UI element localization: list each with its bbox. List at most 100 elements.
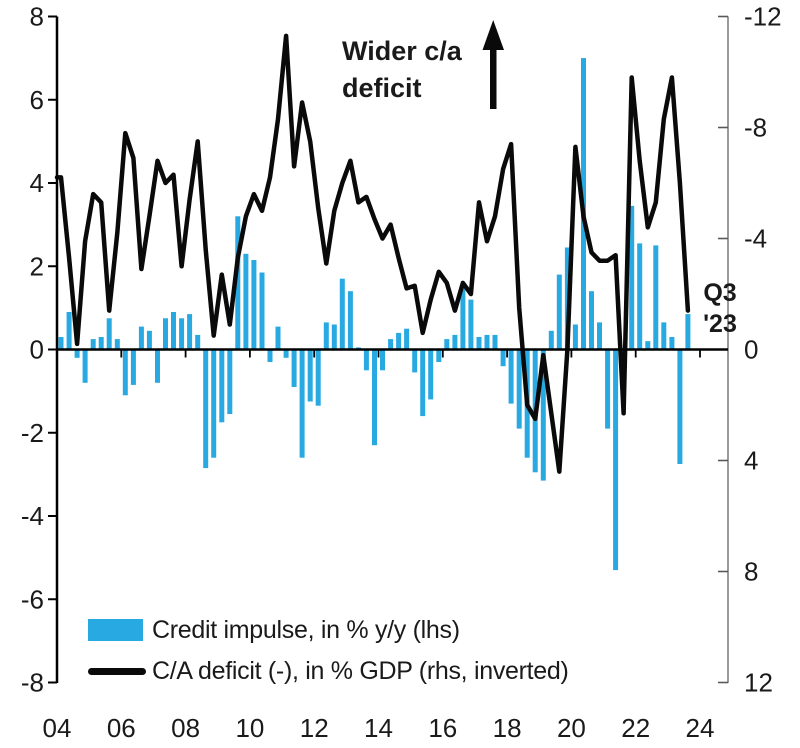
svg-text:-6: -6: [21, 584, 44, 614]
bar: [195, 334, 201, 350]
svg-text:0: 0: [30, 335, 44, 365]
bar: [572, 324, 578, 350]
svg-text:2: 2: [30, 251, 44, 281]
bar: [380, 349, 385, 371]
bar: [82, 349, 88, 383]
bar: [155, 349, 160, 383]
bar: [661, 322, 667, 350]
bar: [323, 322, 329, 350]
svg-text:04: 04: [43, 713, 72, 743]
svg-text:4: 4: [30, 168, 44, 198]
bar: [484, 334, 490, 350]
bar: [211, 349, 217, 458]
bar: [251, 260, 257, 350]
legend-item-ca-deficit: C/A deficit (-), in % GDP (rhs, inverted…: [88, 655, 569, 687]
svg-text:12: 12: [744, 668, 773, 698]
svg-text:6: 6: [30, 85, 44, 115]
legend-label-credit-impulse: Credit impulse, in % y/y (lhs): [152, 615, 460, 644]
bar: [597, 322, 602, 350]
bar: [388, 339, 394, 350]
up-arrow-icon: [482, 20, 504, 109]
bar: [243, 253, 249, 350]
bar: [291, 349, 297, 387]
bar: [412, 349, 418, 373]
last-point-label: Q3 '23: [694, 278, 746, 340]
bar: [315, 349, 321, 406]
bar: [363, 349, 369, 371]
svg-text:8: 8: [744, 557, 758, 587]
bar: [396, 332, 402, 350]
svg-text:14: 14: [364, 713, 393, 743]
svg-text:-2: -2: [21, 418, 44, 448]
bar: [339, 278, 345, 350]
legend: Credit impulse, in % y/y (lhs) C/A defic…: [88, 614, 569, 696]
bar: [331, 324, 337, 350]
bar: [500, 349, 506, 367]
bar: [146, 330, 152, 350]
bar: [58, 337, 64, 350]
bar: [548, 330, 554, 350]
bar: [307, 349, 313, 402]
bar: [275, 326, 281, 350]
bar: [476, 337, 482, 350]
svg-text:12: 12: [300, 713, 329, 743]
annotation-line-1: Wider c/a: [342, 36, 462, 66]
svg-text:20: 20: [557, 713, 586, 743]
bar: [404, 328, 410, 350]
bar: [235, 216, 241, 350]
bar: [556, 274, 562, 350]
bar: [138, 326, 144, 350]
credit-impulse-bars: [58, 58, 691, 571]
bar: [444, 339, 450, 350]
bar: [516, 349, 522, 429]
line-series: [54, 33, 691, 474]
bar: [645, 341, 651, 350]
svg-text:24: 24: [686, 713, 715, 743]
bar: [171, 312, 176, 350]
bar: [98, 337, 104, 350]
bar: [629, 205, 635, 350]
svg-text:-4: -4: [744, 224, 767, 254]
bar: [163, 318, 168, 350]
svg-text:10: 10: [235, 713, 264, 743]
bar: [259, 272, 265, 350]
bar: [372, 349, 377, 446]
bar: [452, 334, 458, 350]
svg-text:8: 8: [30, 2, 44, 32]
svg-text:-4: -4: [21, 501, 44, 531]
svg-text:-12: -12: [744, 2, 782, 32]
bar: [219, 349, 225, 423]
last-point-label-quarter: Q3: [703, 279, 737, 307]
svg-text:-8: -8: [21, 668, 44, 698]
bar: [114, 339, 120, 350]
bar: [653, 245, 659, 350]
bar: [130, 349, 136, 385]
svg-text:06: 06: [107, 713, 136, 743]
bar: [468, 299, 474, 350]
svg-text:-8: -8: [744, 113, 767, 143]
bar: [179, 318, 185, 350]
svg-text:0: 0: [744, 335, 758, 365]
bar: [685, 314, 691, 350]
bar: [187, 314, 193, 350]
bar: [106, 318, 112, 350]
annotation-line-2: deficit: [342, 73, 422, 103]
bar: [90, 339, 96, 350]
bar: [347, 291, 353, 350]
bar: [613, 349, 619, 571]
bar: [283, 349, 289, 358]
bar: [227, 349, 233, 414]
bar: [66, 312, 72, 350]
annotation-wider-ca-deficit: Wider c/a deficit: [342, 33, 462, 107]
bar: [589, 291, 594, 350]
bar: [203, 349, 209, 469]
svg-text:22: 22: [621, 713, 650, 743]
bar: [540, 349, 546, 481]
bar: [74, 349, 80, 358]
svg-text:4: 4: [744, 446, 758, 476]
x-axis: 04 06 08 10 12 14 16 18 20 22 24: [43, 348, 728, 743]
bar-series-swatch: [88, 619, 143, 641]
legend-label-ca-deficit: C/A deficit (-), in % GDP (rhs, inverted…: [152, 656, 569, 685]
